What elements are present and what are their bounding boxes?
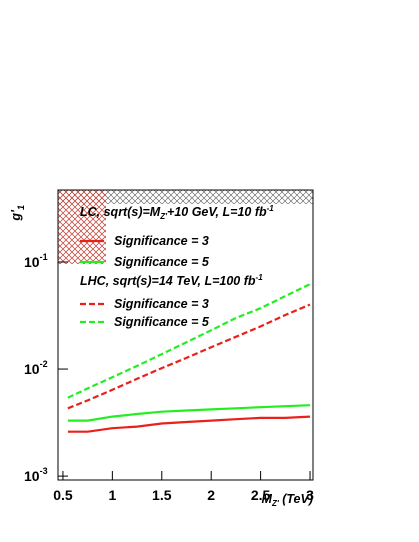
x-tick-label: 3 — [306, 487, 314, 503]
excluded-region — [58, 190, 313, 204]
x-tick-label: 2.5 — [251, 487, 271, 503]
legend-title: LC, sqrt(s)=MZ'+10 GeV, L=10 fb-1 — [80, 204, 274, 221]
legend-title: LHC, sqrt(s)=14 TeV, L=100 fb-1 — [80, 273, 263, 288]
x-tick-label: 1.5 — [152, 487, 172, 503]
y-tick-base: 10 — [24, 361, 40, 377]
y-tick-label: 10-1 — [24, 252, 48, 270]
series-line — [67, 303, 311, 410]
excluded-region — [58, 190, 106, 264]
series-line — [67, 404, 311, 422]
series-line — [67, 415, 311, 433]
y-tick-exponent: -1 — [40, 252, 48, 262]
y-tick-base: 10 — [24, 254, 40, 270]
y-tick-exponent: -2 — [40, 359, 48, 369]
x-tick-label: 2 — [207, 487, 215, 503]
y-tick-label: 10-2 — [24, 359, 48, 377]
legend-label: Significance = 3 — [114, 234, 209, 248]
y-tick-label: 10-3 — [24, 466, 48, 484]
y-axis-label: g'1 — [9, 205, 26, 222]
series-line — [67, 283, 311, 399]
legend-label: Significance = 5 — [114, 255, 210, 269]
y-tick-exponent: -3 — [40, 466, 48, 476]
x-tick-label: 1 — [108, 487, 116, 503]
y-tick-base: 10 — [24, 468, 40, 484]
frame — [57, 189, 314, 481]
x-tick-label: 0.5 — [53, 487, 73, 503]
x-axis-label: MZ' (TeV) — [262, 492, 313, 508]
plot-area — [67, 283, 311, 433]
legend-label: Significance = 5 — [114, 315, 210, 329]
legend-label: Significance = 3 — [114, 297, 209, 311]
